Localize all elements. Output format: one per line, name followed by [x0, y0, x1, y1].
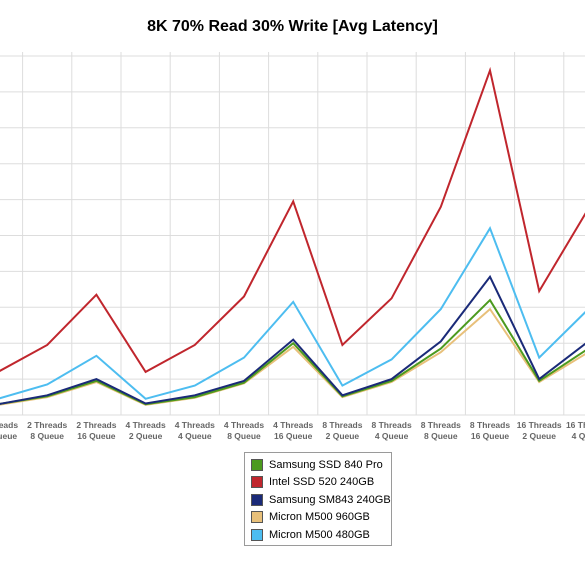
series-line-samsung-ssd-840-pro [0, 298, 585, 406]
x-tick-label: 16 Threads [566, 420, 585, 430]
legend-label: Samsung SM843 240GB [269, 493, 391, 506]
series-line-micron-m500-960gb [0, 307, 585, 406]
x-tick-label: 8 Queue [30, 431, 64, 441]
legend-swatch [251, 458, 263, 471]
legend-item: Micron M500 960GB [251, 509, 391, 527]
x-tick-label: 4 Threads [175, 420, 215, 430]
legend-swatch [251, 493, 263, 506]
legend-item: Samsung SM843 240GB [251, 491, 391, 509]
legend-label: Micron M500 480GB [269, 528, 370, 541]
legend-item: Micron M500 480GB [251, 526, 391, 544]
x-tick-label: 1 Threads [0, 420, 18, 430]
x-tick-label: 4 Queue [375, 431, 409, 441]
legend-label: Intel SSD 520 240GB [269, 476, 375, 489]
grid [0, 52, 585, 416]
series-line-intel-ssd-520-240gb [0, 66, 585, 374]
x-tick-label: 16 Queue [274, 431, 313, 441]
x-tick-label: 8 Queue [424, 431, 458, 441]
legend-item: Intel SSD 520 240GB [251, 474, 391, 492]
series-lines [0, 66, 585, 406]
x-tick-label: 4 Queue [178, 431, 212, 441]
x-tick-label: 8 Threads [421, 420, 461, 430]
x-tick-label: 2 Threads [27, 420, 67, 430]
legend-label: Micron M500 960GB [269, 511, 370, 524]
legend-swatch [251, 511, 263, 524]
x-tick-label: 8 Threads [470, 420, 510, 430]
legend-label: Samsung SSD 840 Pro [269, 458, 383, 471]
legend: Samsung SSD 840 Pro Intel SSD 520 240GB Sa… [244, 452, 392, 546]
x-tick-label: 8 Threads [322, 420, 362, 430]
x-tick-label: 2 Queue [129, 431, 163, 441]
chart-title: 8K 70% Read 30% Write [Avg Latency] [147, 18, 438, 35]
x-tick-label: 8 Queue [227, 431, 261, 441]
series-line-micron-m500-480gb [0, 226, 585, 400]
x-tick-label: 4 Threads [224, 420, 264, 430]
x-tick-label: 8 Threads [372, 420, 412, 430]
legend-swatch [251, 476, 263, 489]
x-tick-label: 4 Threads [126, 420, 166, 430]
x-tick-label: 2 Queue [522, 431, 556, 441]
series-line-samsung-sm843-240gb [0, 274, 585, 405]
x-tick-label: 4 Threads [273, 420, 313, 430]
legend-item: Samsung SSD 840 Pro [251, 456, 391, 474]
x-tick-label: 16 Threads [517, 420, 562, 430]
legend-swatch [251, 528, 263, 541]
x-tick-label: 4 Queue [572, 431, 585, 441]
x-tick-label: 16 Queue [0, 431, 17, 441]
x-tick-label: 2 Threads [76, 420, 116, 430]
x-tick-label: 16 Queue [77, 431, 116, 441]
x-tick-label: 2 Queue [326, 431, 360, 441]
x-tick-label: 16 Queue [471, 431, 510, 441]
